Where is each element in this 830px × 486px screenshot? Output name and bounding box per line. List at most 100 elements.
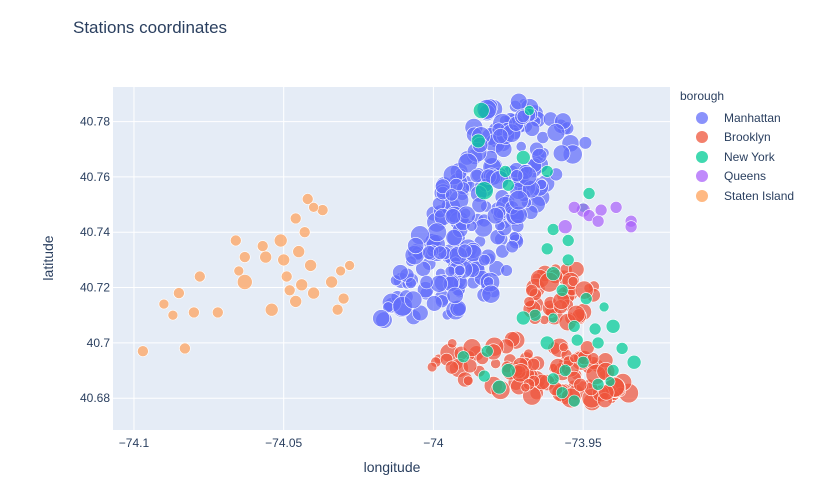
data-point[interactable] [237,274,253,290]
data-point[interactable] [230,234,242,247]
data-point[interactable] [508,190,529,211]
data-point[interactable] [546,223,560,236]
data-point[interactable] [435,178,451,195]
data-point[interactable] [419,275,434,290]
data-point[interactable] [477,369,491,383]
data-point[interactable] [457,350,470,364]
data-point[interactable] [558,342,569,353]
data-point[interactable] [594,203,608,217]
data-point[interactable] [540,242,554,256]
data-point[interactable] [337,292,350,305]
data-point[interactable] [591,336,605,350]
data-point[interactable] [539,335,555,351]
data-point[interactable] [570,333,584,347]
data-point[interactable] [137,345,149,358]
data-point[interactable] [259,250,273,264]
data-point[interactable] [292,245,306,258]
data-point[interactable] [445,188,459,202]
data-point[interactable] [561,253,575,267]
data-point[interactable] [567,201,581,214]
data-point[interactable] [605,318,621,334]
data-point[interactable] [486,207,505,225]
data-point[interactable] [295,278,309,292]
data-point[interactable] [446,286,464,304]
data-point[interactable] [167,309,179,321]
data-point[interactable] [304,259,317,272]
data-point[interactable] [501,178,515,192]
data-point[interactable] [520,382,531,393]
data-point[interactable] [481,284,501,304]
data-point[interactable] [498,165,512,178]
legend-item-staten-island[interactable]: Staten Island [680,186,794,206]
data-point[interactable] [609,201,623,214]
data-point[interactable] [444,208,462,225]
data-point[interactable] [372,309,391,328]
data-point[interactable] [491,379,507,395]
data-point[interactable] [426,295,443,312]
data-point[interactable] [239,251,251,263]
data-point[interactable] [335,265,346,277]
data-point[interactable] [289,212,302,225]
data-point[interactable] [444,360,459,375]
data-point[interactable] [480,344,494,358]
data-point[interactable] [344,260,355,271]
data-point[interactable] [578,136,593,150]
data-point[interactable] [256,240,269,252]
data-point[interactable] [624,220,638,233]
data-point[interactable] [457,152,478,174]
data-point[interactable] [591,214,605,228]
data-point[interactable] [606,364,620,377]
data-point[interactable] [525,284,539,297]
data-point[interactable] [478,253,491,267]
data-point[interactable] [567,276,579,287]
data-point[interactable] [557,219,573,234]
data-point[interactable] [447,338,458,349]
data-point[interactable] [454,264,466,277]
data-point[interactable] [552,144,571,163]
data-point[interactable] [405,277,417,289]
data-point[interactable] [273,233,288,248]
data-point[interactable] [212,306,224,319]
data-point[interactable] [505,240,519,254]
legend-item-new-york[interactable]: New York [680,147,794,167]
data-point[interactable] [523,296,535,308]
data-point[interactable] [546,372,560,386]
data-point[interactable] [277,253,291,267]
legend-item-queens[interactable]: Queens [680,167,794,187]
data-point[interactable] [462,375,474,386]
data-point[interactable] [179,342,191,355]
data-point[interactable] [426,361,438,373]
data-point[interactable] [547,312,559,324]
data-point[interactable] [510,92,528,111]
data-point[interactable] [474,181,494,200]
data-point[interactable] [573,377,588,392]
data-point[interactable] [598,301,610,313]
data-point[interactable] [500,363,516,378]
data-point[interactable] [457,243,473,259]
data-point[interactable] [567,319,581,333]
data-point[interactable] [528,308,542,322]
data-point[interactable] [432,245,448,260]
data-point[interactable] [444,265,456,277]
data-point[interactable] [531,147,548,164]
data-point[interactable] [298,226,311,238]
data-point[interactable] [301,193,314,205]
data-point[interactable] [604,376,616,387]
data-point[interactable] [523,105,535,116]
data-point[interactable] [582,187,596,200]
data-point[interactable] [194,270,206,283]
data-point[interactable] [289,295,303,308]
data-point[interactable] [515,310,531,326]
data-point[interactable] [280,270,293,283]
data-point[interactable] [470,133,486,149]
data-point[interactable] [308,202,319,213]
data-point[interactable] [515,150,531,165]
legend-item-manhattan[interactable]: Manhattan [680,108,794,128]
data-point[interactable] [545,266,561,282]
data-point[interactable] [445,229,463,247]
data-point[interactable] [427,222,447,243]
data-point[interactable] [579,292,593,305]
data-point[interactable] [307,286,320,300]
data-point[interactable] [615,342,629,355]
data-point[interactable] [567,394,581,408]
